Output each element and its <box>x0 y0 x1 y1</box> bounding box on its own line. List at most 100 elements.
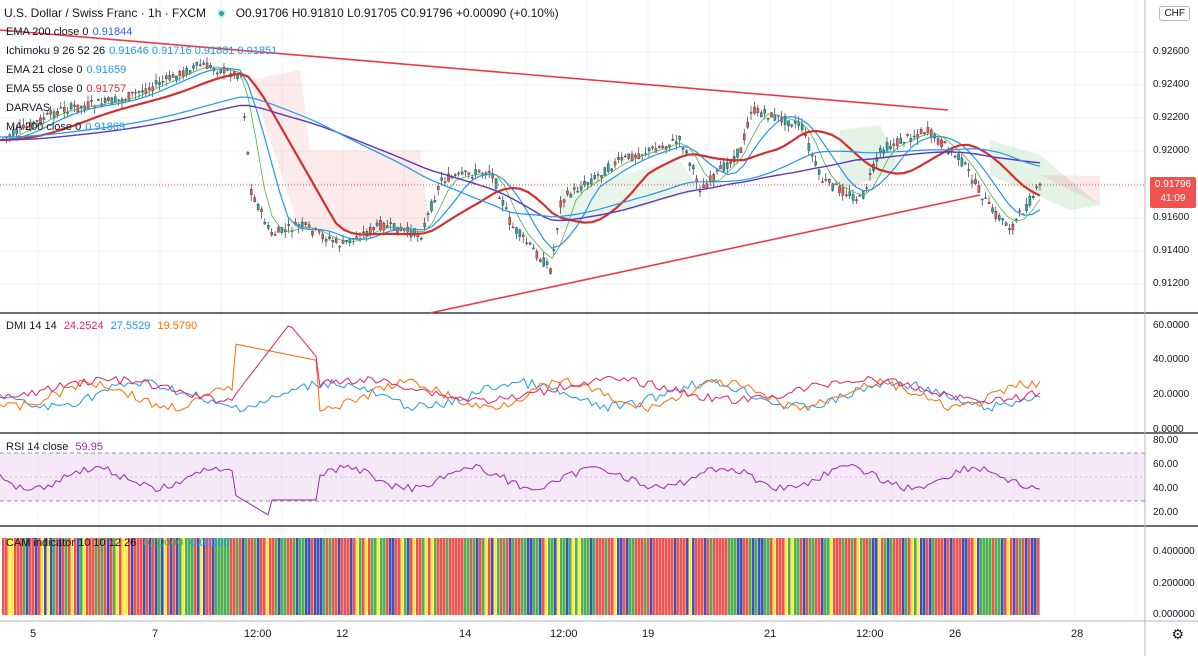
cam-bar <box>17 538 20 615</box>
cam-bar <box>581 538 584 615</box>
symbol-header[interactable]: U.S. Dollar / Swiss Franc · 1h · FXCM O0… <box>4 6 559 20</box>
candle <box>722 162 726 172</box>
cam-bar <box>818 538 821 615</box>
candle <box>151 86 154 92</box>
candle <box>498 197 501 200</box>
cam-bar <box>611 538 614 615</box>
candle <box>753 106 756 114</box>
candle <box>848 191 851 196</box>
candle <box>328 236 331 239</box>
cam-bar <box>566 538 569 615</box>
cam-bar <box>1013 538 1016 615</box>
cam-bar <box>122 538 125 615</box>
cam-bar <box>410 538 413 615</box>
cam-bar <box>542 538 545 615</box>
time-axis-label: 26 <box>949 628 962 640</box>
cam-bar <box>533 538 536 615</box>
cam-bar <box>578 538 581 615</box>
currency-button[interactable]: CHF <box>1159 6 1190 21</box>
indicator-row[interactable]: MA 200 close 0 0.91869 <box>6 121 129 133</box>
price-axis-label: 0.92400 <box>1153 79 1190 90</box>
candle <box>175 75 178 81</box>
cam-bar <box>974 538 977 615</box>
candle <box>321 233 324 240</box>
cam-bar <box>983 538 986 615</box>
candle <box>86 101 90 109</box>
candle <box>1008 228 1011 231</box>
cam-bar <box>689 538 692 615</box>
cam-bar <box>497 538 500 615</box>
cam-bar <box>644 538 647 615</box>
cam-bar <box>77 538 80 615</box>
cam-bar <box>5 538 8 615</box>
cam-legend: CAM indicator 10 10 12 26 0.50000 0.0000… <box>6 537 234 549</box>
cam-bar <box>221 538 224 615</box>
candle <box>630 153 634 162</box>
cam-bar <box>719 538 722 615</box>
cam-bar <box>146 538 149 615</box>
trendline-lower <box>429 194 981 314</box>
cam-bar <box>809 538 812 615</box>
cam-bar <box>1031 538 1034 615</box>
ichimoku-cloud <box>990 140 1100 210</box>
candle <box>692 165 695 170</box>
cam-bar <box>74 538 77 615</box>
candle <box>250 189 253 195</box>
candle <box>970 180 974 184</box>
candle <box>335 238 338 243</box>
cam-bar <box>23 538 26 615</box>
cam-bar <box>494 538 497 615</box>
cam-bar <box>887 538 890 615</box>
cam-bar <box>872 538 875 615</box>
settings-gear-icon[interactable]: ⚙ <box>1171 626 1184 642</box>
cam-bar <box>1004 538 1007 615</box>
cam-bar <box>212 538 215 615</box>
cam-bar <box>740 538 743 615</box>
cam-bar <box>935 538 938 615</box>
candle <box>858 195 862 197</box>
candle <box>678 135 681 140</box>
cam-bar <box>356 538 359 615</box>
candle <box>392 223 396 230</box>
indicator-row[interactable]: Ichimoku 9 26 52 26 0.91646 0.91716 0.916… <box>6 45 281 57</box>
cam-bar <box>380 538 383 615</box>
candle <box>12 129 15 136</box>
cam-bar <box>521 538 524 615</box>
cam-bar <box>938 538 941 615</box>
cam-bar <box>560 538 563 615</box>
indicator-row[interactable]: EMA 21 close 0 0.91659 <box>6 64 130 76</box>
indicator-row[interactable]: EMA 200 close 0 0.91844 <box>6 26 136 38</box>
cam-bar <box>989 538 992 615</box>
price-axis-label: 0.91600 <box>1153 212 1190 223</box>
cam-bar <box>836 538 839 615</box>
cam-bar <box>680 538 683 615</box>
kijun-line <box>0 66 1041 259</box>
cam-bar <box>80 538 83 615</box>
candle <box>301 221 304 227</box>
cam-bar <box>443 538 446 615</box>
cam-bar <box>194 538 197 615</box>
dmi-legend: DMI 14 14 24.2524 27.5529 19.5790 <box>6 320 201 332</box>
cam-bar <box>95 538 98 615</box>
candle <box>216 72 219 75</box>
candle <box>1004 222 1008 226</box>
cam-bar <box>107 538 110 615</box>
indicator-row[interactable]: EMA 55 close 0 0.91757 <box>6 83 130 95</box>
cam-bar <box>389 538 392 615</box>
candle <box>165 75 168 80</box>
candle <box>202 62 205 65</box>
cam-bar <box>722 538 725 615</box>
cam-bar <box>617 538 620 615</box>
cam-bar <box>557 538 560 615</box>
candle <box>161 81 165 83</box>
candle <box>443 181 447 183</box>
candle <box>1015 218 1018 221</box>
candle <box>382 222 386 231</box>
cam-bar <box>539 538 542 615</box>
candle <box>267 225 270 229</box>
cam-bar <box>917 538 920 615</box>
indicator-row[interactable]: DARVAS <box>6 102 58 114</box>
candle <box>705 183 709 189</box>
candle <box>987 201 991 205</box>
